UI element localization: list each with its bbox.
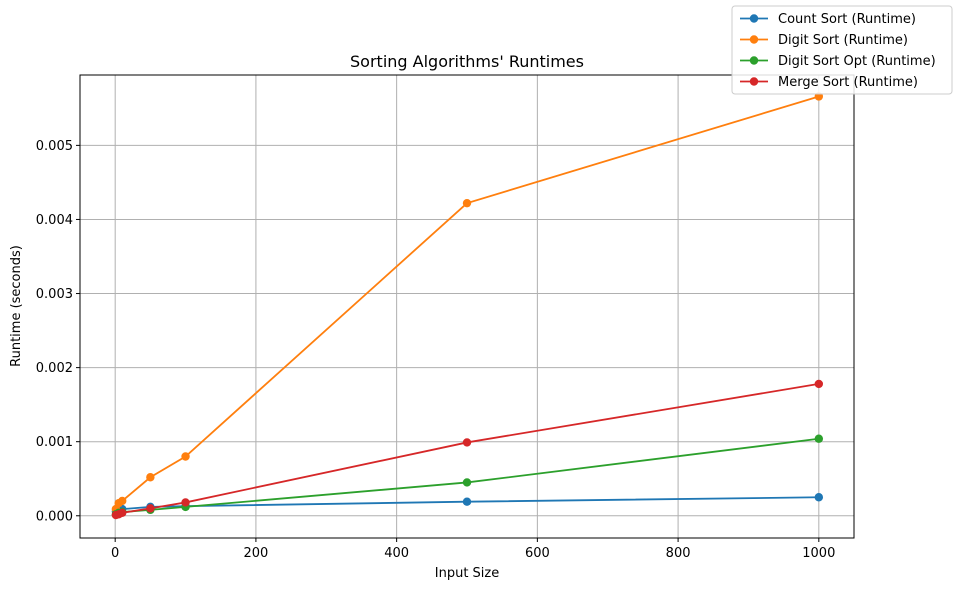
data-point [181,452,190,461]
data-point [146,504,155,513]
legend-label: Digit Sort (Runtime) [778,33,908,48]
y-tick-label: 0.002 [36,361,73,376]
data-point [462,478,472,487]
y-tick-label: 0.000 [36,509,73,524]
x-axis-label: Input Size [435,566,499,581]
x-tick-label: 200 [243,546,268,561]
legend: Count Sort (Runtime) Digit Sort (Runtime)… [731,5,953,95]
y-tick-label: 0.001 [36,435,73,450]
data-point [814,379,824,389]
legend-swatch-marker [749,77,759,86]
y-tick-label: 0.003 [36,287,73,302]
data-point [181,498,190,507]
data-point [462,497,472,506]
data-point [146,473,155,482]
legend-frame [731,5,953,95]
data-point [462,198,472,208]
x-tick-label: 400 [384,546,409,561]
x-tick-label: 0 [111,546,119,561]
y-tick-label: 0.004 [36,213,73,228]
plot-frame [79,74,855,539]
chart-title: Sorting Algorithms' Runtimes [350,52,584,71]
data-point [814,434,824,443]
legend-label: Merge Sort (Runtime) [778,75,918,90]
data-point [462,438,472,447]
data-series [111,92,824,520]
legend-swatch-marker [749,14,759,23]
data-point [118,496,127,506]
legend-label: Digit Sort Opt (Runtime) [778,54,936,69]
x-tick-label: 1000 [802,546,835,561]
data-point [814,493,824,502]
legend-swatch-marker [749,35,759,44]
y-axis-label: Runtime (seconds) [9,245,24,367]
legend-label: Count Sort (Runtime) [778,12,916,27]
data-point [118,508,127,518]
x-tick-label: 800 [666,546,691,561]
legend-swatch-marker [749,56,759,65]
axis-ticks: 0 200 400 600 800 1000 0.000 0.001 0.002 0.003 0.0… [36,139,836,561]
y-tick-label: 0.005 [36,139,73,154]
x-tick-label: 600 [525,546,550,561]
grid-lines [80,75,854,538]
